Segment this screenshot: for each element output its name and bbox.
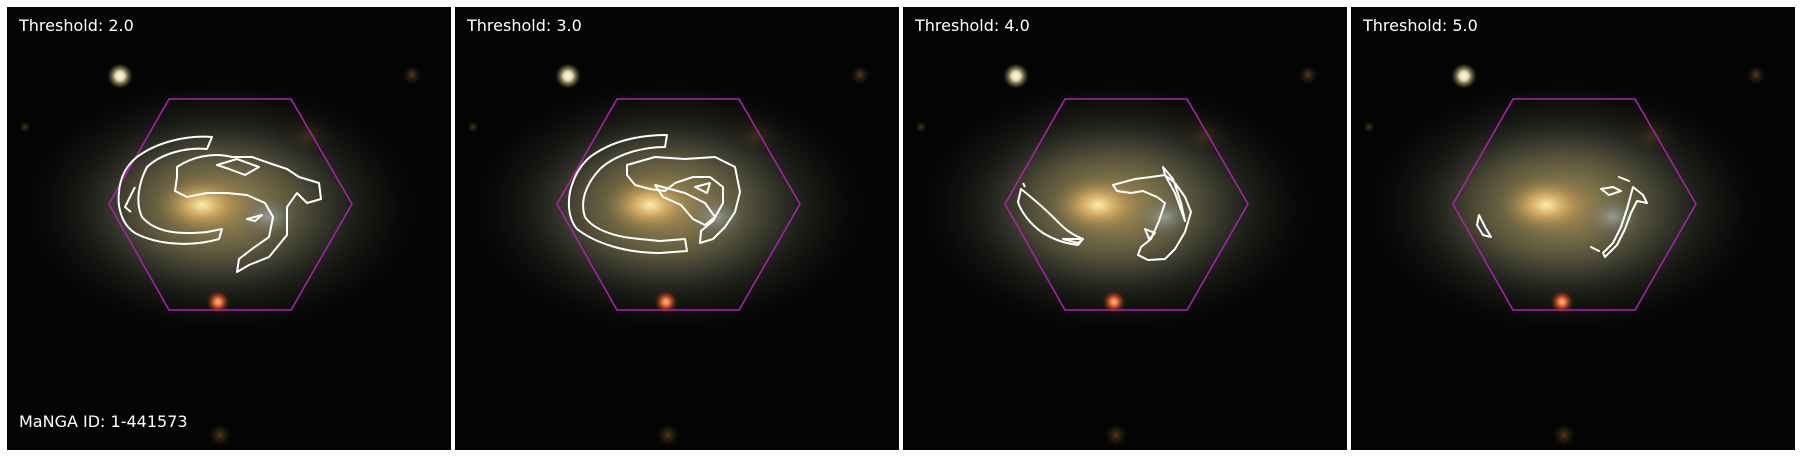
threshold-label: Threshold: 5.0 (1363, 16, 1478, 35)
galaxy-image (1351, 7, 1795, 450)
threshold-label: Threshold: 4.0 (915, 16, 1030, 35)
galaxy-image (455, 7, 899, 450)
contour-lines (117, 135, 322, 273)
panel-threshold-2: Threshold: 2.0 MaNGA ID: 1-441573 (7, 7, 451, 450)
galaxy-image (903, 7, 1347, 450)
panel-threshold-4: Threshold: 4.0 (903, 7, 1347, 450)
threshold-label: Threshold: 2.0 (19, 16, 134, 35)
contour-lines (567, 134, 741, 254)
panel-threshold-5: Threshold: 5.0 (1351, 7, 1795, 450)
contour-lines (1476, 176, 1648, 258)
manga-id-label: MaNGA ID: 1-441573 (19, 412, 188, 431)
panel-threshold-3: Threshold: 3.0 (455, 7, 899, 450)
threshold-label: Threshold: 3.0 (467, 16, 582, 35)
galaxy-image (7, 7, 451, 450)
contour-lines (1017, 166, 1192, 261)
